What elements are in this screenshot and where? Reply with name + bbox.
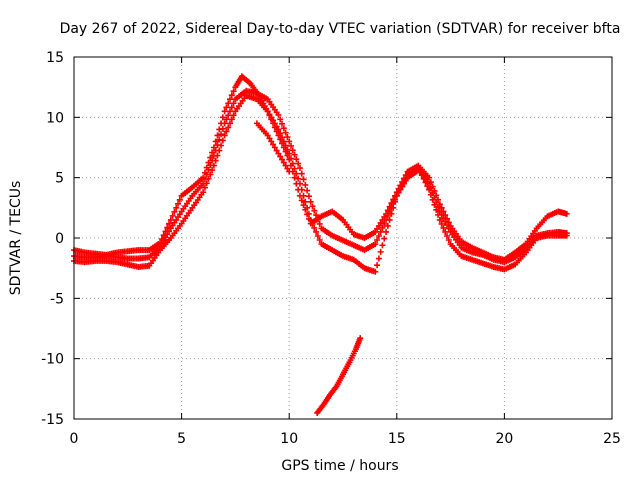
chart-title: Day 267 of 2022, Sidereal Day-to-day VTE… [60,21,621,37]
x-tick-label: 0 [70,431,79,447]
x-axis-label: GPS time / hours [281,458,398,474]
data-marks-track-a [71,73,570,263]
y-axis-label: SDTVAR / TECUs [8,181,24,296]
x-tick-label: 5 [177,431,186,447]
data-points [71,73,570,416]
x-tick-label: 15 [388,431,406,447]
y-ticks: -15 -10 -5 0 5 10 15 [41,50,612,428]
y-tick-label: -10 [41,352,64,368]
x-ticks: 0 5 10 15 20 25 [70,57,621,447]
series-track-a [71,73,570,263]
y-tick-label: 15 [46,50,64,66]
y-tick-label: -5 [50,291,64,307]
y-tick-label: -15 [41,412,64,428]
y-tick-label: 0 [55,231,64,247]
series-isolated-segment [314,335,364,416]
y-tick-label: 10 [46,110,64,126]
x-tick-label: 25 [603,431,621,447]
x-tick-label: 20 [495,431,513,447]
data-marks-track-d [253,120,293,175]
data-marks-isolated-segment [314,335,364,416]
series-track-d [253,120,293,175]
y-tick-label: 5 [55,171,64,187]
x-tick-label: 10 [280,431,298,447]
